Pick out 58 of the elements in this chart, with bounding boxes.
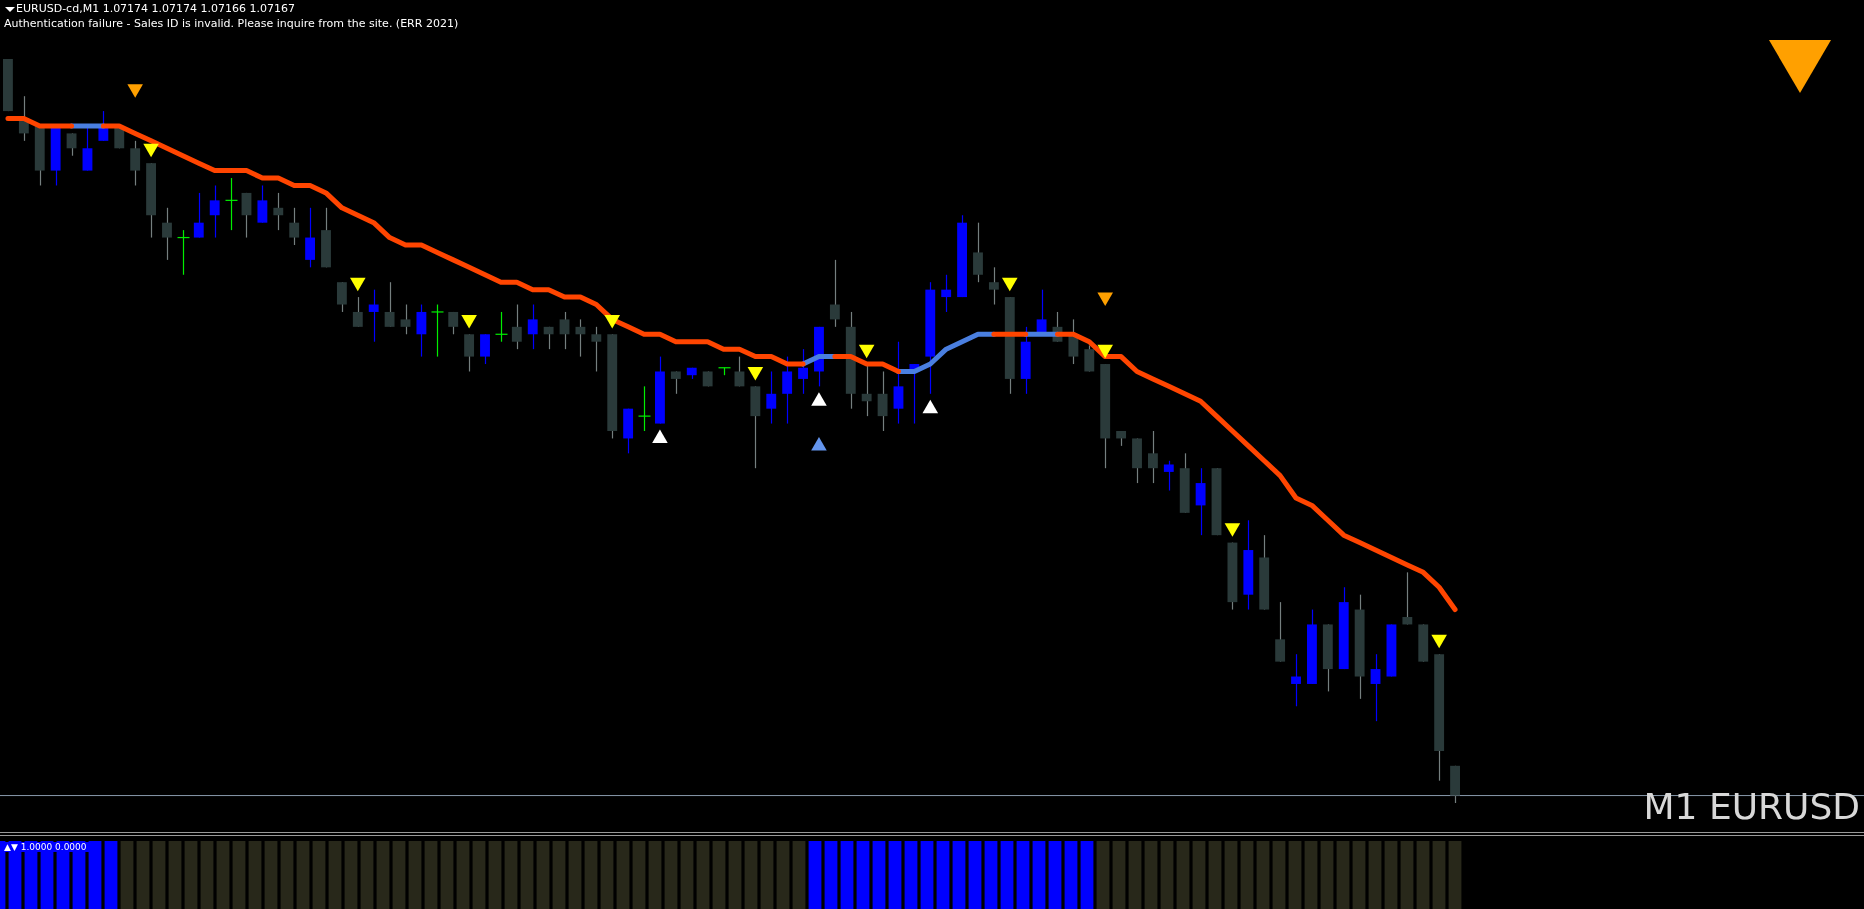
candlestick — [336, 281, 347, 313]
candlestick — [1370, 653, 1381, 722]
candlestick — [82, 125, 93, 172]
candlestick — [384, 281, 395, 328]
point — [350, 277, 366, 292]
candlestick — [829, 259, 840, 328]
candlestick — [734, 356, 745, 387]
candlestick — [877, 370, 888, 432]
candlestick — [988, 266, 999, 306]
candlestick — [798, 348, 808, 395]
point — [1224, 523, 1241, 537]
candlestick — [511, 303, 522, 350]
candlestick — [257, 184, 268, 224]
candlestick — [670, 370, 681, 395]
candlestick — [400, 303, 411, 335]
candlestick — [591, 326, 602, 373]
candlestick — [782, 356, 793, 425]
candlestick — [1195, 467, 1206, 536]
candlestick — [527, 303, 538, 350]
candlestick — [1291, 653, 1301, 707]
candlestick — [209, 184, 220, 239]
candlestick — [973, 222, 983, 283]
candlestick — [1402, 571, 1413, 626]
candlestick — [193, 192, 204, 239]
candlestick — [1084, 344, 1095, 373]
candlestick — [480, 333, 490, 365]
candlestick — [162, 207, 172, 261]
candlestick — [559, 311, 570, 350]
text: M1 EURUSD — [1643, 786, 1860, 827]
candlestick — [66, 132, 77, 157]
point — [127, 84, 143, 98]
point — [1097, 344, 1113, 359]
candlestick — [893, 341, 904, 425]
point — [858, 344, 875, 359]
candlestick — [130, 140, 141, 187]
candlestick — [305, 207, 316, 268]
candlestick — [416, 303, 427, 358]
candlestick — [273, 192, 284, 231]
point — [747, 366, 764, 381]
candlestick — [1163, 460, 1174, 492]
candlestick — [1147, 430, 1158, 484]
point — [461, 314, 477, 329]
candlestick — [941, 274, 952, 313]
chart-title: EURUSD-cd,M1 1.07174 1.07174 1.07166 1.07167 — [16, 2, 296, 15]
candlestick — [464, 333, 475, 373]
candlestick — [368, 289, 379, 343]
point — [1001, 277, 1018, 292]
candlestick — [352, 296, 363, 328]
candlestick — [766, 370, 777, 425]
chart-subtitle: Authentication failure - Sales ID is invalid. Please inquire from the site. (ERR 2021) — [4, 17, 459, 30]
candlestick — [241, 192, 252, 239]
candlestick — [289, 207, 300, 246]
annotation: ▲▼ 1.0000 0.0000 — [2, 842, 89, 852]
point — [1097, 292, 1113, 307]
candlestick — [1275, 601, 1286, 663]
point — [143, 143, 159, 158]
point — [604, 314, 621, 329]
point — [1431, 634, 1447, 649]
